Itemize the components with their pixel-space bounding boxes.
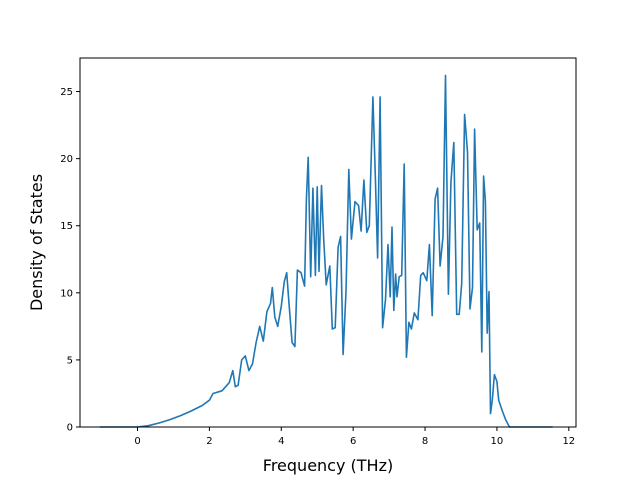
plot-area — [79, 57, 577, 428]
x-axis-ticks: 0 2 4 6 8 10 12 — [134, 427, 575, 447]
x-tick-label: 8 — [422, 436, 428, 447]
x-tick-label: 10 — [491, 436, 504, 447]
y-tick-label: 0 — [67, 423, 73, 434]
y-axis-ticks: 0 5 10 15 20 25 — [60, 87, 80, 434]
y-axis-label: Density of States — [27, 174, 46, 311]
x-axis-label: Frequency (THz) — [263, 456, 393, 475]
y-tick-label: 25 — [60, 87, 73, 98]
y-tick-label: 10 — [60, 288, 73, 299]
y-tick-label: 20 — [60, 154, 73, 165]
x-tick-label: 2 — [206, 436, 212, 447]
x-tick-label: 6 — [350, 436, 356, 447]
x-tick-label: 0 — [134, 436, 140, 447]
x-tick-label: 4 — [278, 436, 284, 447]
series-line-0 — [99, 74, 553, 428]
axes-frame — [79, 57, 577, 428]
x-tick-label: 12 — [562, 436, 575, 447]
y-tick-label: 15 — [60, 221, 73, 232]
y-tick-label: 5 — [67, 355, 73, 366]
